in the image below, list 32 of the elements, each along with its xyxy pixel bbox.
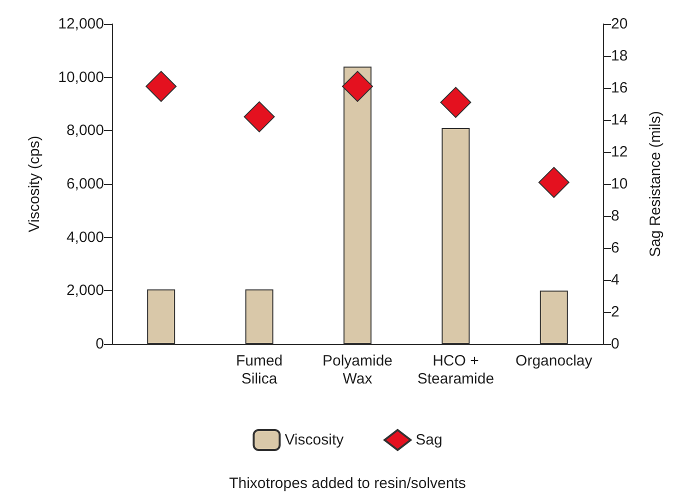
y-tick-label: 12,000: [58, 16, 104, 32]
y-tick-label: 2,000: [66, 282, 104, 300]
text: Thixotropes added to resin/solvents: [229, 475, 466, 492]
point: [244, 101, 275, 132]
y-tick-label: 4,000: [66, 228, 104, 246]
y2-tick-label: 2: [611, 304, 620, 320]
y2-tick-label: 8: [611, 208, 620, 224]
y-tick-label: 10,000: [58, 68, 104, 86]
y2-tick-label: 14: [611, 112, 628, 128]
legend-label: Sag: [416, 432, 442, 448]
point: [440, 86, 472, 118]
legend-label: Viscosity: [284, 432, 344, 448]
y2-tick-label: 10: [611, 176, 628, 192]
y2-tick-label: 12: [611, 144, 628, 160]
y2-tick-label: 16: [611, 80, 628, 96]
y-axis-title: Viscosity (cps): [26, 136, 43, 232]
y-tick-label: 8,000: [66, 122, 104, 140]
y-tick-label: 0: [96, 336, 104, 352]
x-tick-label: Polyamide Wax: [322, 352, 393, 388]
x-tick-label: Fumed Silica: [236, 352, 283, 388]
y-tick-label: 6,000: [66, 176, 104, 192]
point: [538, 166, 570, 198]
y2-tick-label: 18: [611, 48, 628, 64]
x-tick-label: Organoclay: [516, 352, 593, 370]
x-tick-label: HCO + Stearamide: [417, 352, 494, 388]
y2-axis-title: Sag Resistance (mils): [647, 111, 664, 257]
y2-tick-label: 4: [611, 272, 620, 288]
y2-tick-label: 6: [611, 240, 620, 256]
y2-tick-label: 0: [611, 336, 620, 352]
y2-tick-label: 20: [611, 16, 628, 32]
point: [146, 70, 177, 102]
point: [342, 70, 373, 102]
